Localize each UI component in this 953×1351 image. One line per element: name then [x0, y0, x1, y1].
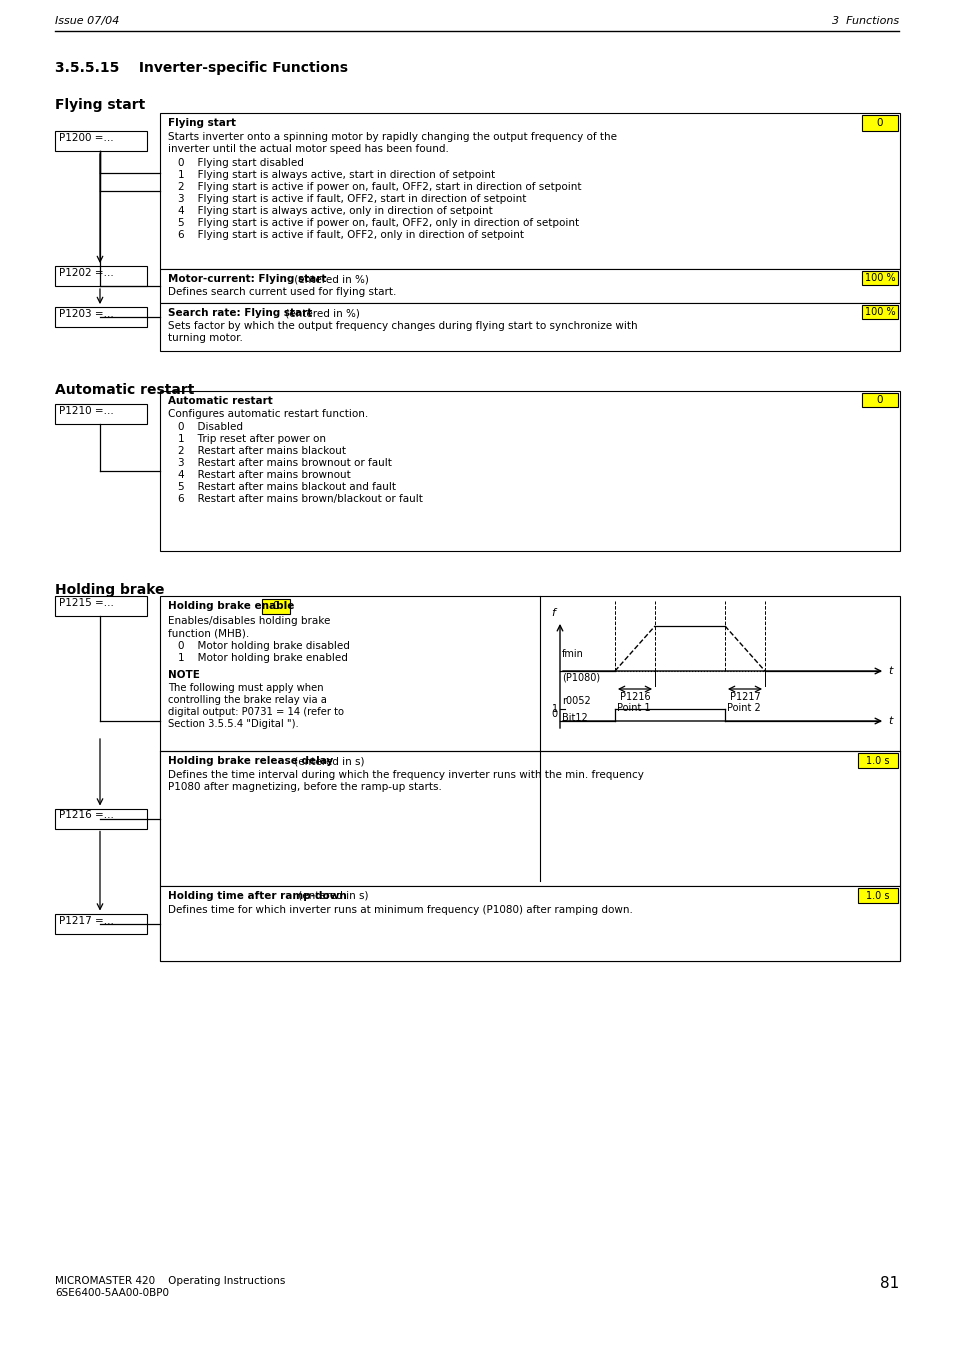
- Text: P1200 =...: P1200 =...: [59, 132, 113, 143]
- Text: Bit12: Bit12: [561, 713, 587, 723]
- Text: Flying start: Flying start: [55, 99, 145, 112]
- Text: 2    Flying start is active if power on, fault, OFF2, start in direction of setp: 2 Flying start is active if power on, fa…: [178, 182, 581, 192]
- Bar: [862, 393, 897, 407]
- Bar: [262, 598, 290, 613]
- Text: 0: 0: [273, 601, 279, 611]
- Text: 1    Flying start is always active, start in direction of setpoint: 1 Flying start is always active, start i…: [178, 170, 495, 180]
- Bar: [862, 115, 897, 131]
- Text: f: f: [551, 608, 555, 617]
- Text: P1202 =...: P1202 =...: [59, 267, 113, 278]
- Bar: [55, 307, 147, 327]
- Text: P1203 =...: P1203 =...: [59, 309, 113, 319]
- Text: Automatic restart: Automatic restart: [168, 396, 273, 407]
- Text: Holding time after ramp-down: Holding time after ramp-down: [168, 892, 346, 901]
- Bar: [55, 404, 147, 424]
- Text: (entered in %): (entered in %): [281, 308, 359, 317]
- Text: t: t: [887, 666, 891, 676]
- Bar: [857, 888, 897, 902]
- Text: Holding brake: Holding brake: [55, 584, 164, 597]
- Text: NOTE: NOTE: [168, 670, 200, 680]
- Bar: [160, 269, 899, 303]
- Text: Automatic restart: Automatic restart: [55, 382, 194, 397]
- Text: Configures automatic restart function.: Configures automatic restart function.: [168, 409, 368, 419]
- Bar: [55, 913, 147, 934]
- Bar: [160, 113, 899, 269]
- Text: 0    Disabled: 0 Disabled: [178, 422, 243, 432]
- Text: 1: 1: [551, 704, 558, 713]
- Bar: [55, 808, 147, 828]
- Text: Enables/disables holding brake: Enables/disables holding brake: [168, 616, 330, 626]
- Text: t: t: [887, 716, 891, 725]
- Text: 0    Motor holding brake disabled: 0 Motor holding brake disabled: [178, 640, 350, 651]
- Text: 3  Functions: 3 Functions: [831, 16, 898, 26]
- Text: P1216 =...: P1216 =...: [59, 811, 113, 820]
- Text: r0052: r0052: [561, 696, 590, 707]
- Text: 0: 0: [876, 118, 882, 128]
- Text: Sets factor by which the output frequency changes during flying start to synchro: Sets factor by which the output frequenc…: [168, 322, 637, 331]
- Bar: [160, 751, 899, 886]
- Text: 3    Restart after mains brownout or fault: 3 Restart after mains brownout or fault: [178, 458, 392, 467]
- Bar: [55, 266, 147, 286]
- Text: 100 %: 100 %: [863, 307, 894, 317]
- Text: Defines the time interval during which the frequency inverter runs with the min.: Defines the time interval during which t…: [168, 770, 643, 780]
- Text: (entered in s): (entered in s): [291, 757, 364, 766]
- Text: digital output: P0731 = 14 (refer to: digital output: P0731 = 14 (refer to: [168, 707, 344, 717]
- Text: Holding brake release delay: Holding brake release delay: [168, 757, 333, 766]
- Text: P1217 =...: P1217 =...: [59, 916, 113, 925]
- Text: P1080 after magnetizing, before the ramp-up starts.: P1080 after magnetizing, before the ramp…: [168, 782, 441, 792]
- Text: P1216: P1216: [619, 692, 650, 703]
- Text: (P1080): (P1080): [561, 671, 599, 682]
- Text: Defines time for which inverter runs at minimum frequency (P1080) after ramping : Defines time for which inverter runs at …: [168, 905, 632, 915]
- Bar: [862, 272, 897, 285]
- Text: The following must apply when: The following must apply when: [168, 684, 323, 693]
- Text: Motor-current: Flying start: Motor-current: Flying start: [168, 274, 326, 284]
- Text: 1    Motor holding brake enabled: 1 Motor holding brake enabled: [178, 653, 348, 663]
- Bar: [160, 303, 899, 351]
- Text: 5    Flying start is active if power on, fault, OFF2, only in direction of setpo: 5 Flying start is active if power on, fa…: [178, 218, 578, 228]
- Text: Point 1: Point 1: [617, 703, 650, 713]
- Text: (entered in %): (entered in %): [291, 274, 369, 284]
- Text: controlling the brake relay via a: controlling the brake relay via a: [168, 694, 327, 705]
- Bar: [55, 596, 147, 616]
- Text: P1215 =...: P1215 =...: [59, 598, 113, 608]
- Text: 1.0 s: 1.0 s: [865, 757, 889, 766]
- Bar: [857, 753, 897, 767]
- Text: function (MHB).: function (MHB).: [168, 628, 249, 638]
- Text: P1210 =...: P1210 =...: [59, 407, 113, 416]
- Text: 1    Trip reset after power on: 1 Trip reset after power on: [178, 434, 326, 444]
- Text: Defines search current used for flying start.: Defines search current used for flying s…: [168, 286, 395, 297]
- Text: Starts inverter onto a spinning motor by rapidly changing the output frequency o: Starts inverter onto a spinning motor by…: [168, 132, 617, 142]
- Bar: [862, 305, 897, 319]
- Text: 4    Restart after mains brownout: 4 Restart after mains brownout: [178, 470, 351, 480]
- Text: 6    Restart after mains brown/blackout or fault: 6 Restart after mains brown/blackout or …: [178, 494, 422, 504]
- Text: turning motor.: turning motor.: [168, 332, 243, 343]
- Text: 100 %: 100 %: [863, 273, 894, 282]
- Text: Issue 07/04: Issue 07/04: [55, 16, 119, 26]
- Bar: [160, 596, 899, 961]
- Bar: [160, 886, 899, 961]
- Text: 81: 81: [879, 1275, 898, 1292]
- Bar: [55, 131, 147, 151]
- Text: 6    Flying start is active if fault, OFF2, only in direction of setpoint: 6 Flying start is active if fault, OFF2,…: [178, 230, 523, 240]
- Bar: [160, 390, 899, 551]
- Text: 0: 0: [876, 394, 882, 405]
- Text: Search rate: Flying start: Search rate: Flying start: [168, 308, 312, 317]
- Text: 1.0 s: 1.0 s: [865, 892, 889, 901]
- Text: Flying start: Flying start: [168, 118, 235, 128]
- Text: fmin: fmin: [561, 648, 583, 659]
- Text: 2    Restart after mains blackout: 2 Restart after mains blackout: [178, 446, 346, 457]
- Text: 4    Flying start is always active, only in direction of setpoint: 4 Flying start is always active, only in…: [178, 205, 493, 216]
- Text: MICROMASTER 420    Operating Instructions
6SE6400-5AA00-0BP0: MICROMASTER 420 Operating Instructions 6…: [55, 1275, 285, 1297]
- Text: inverter until the actual motor speed has been found.: inverter until the actual motor speed ha…: [168, 145, 449, 154]
- Text: 3    Flying start is active if fault, OFF2, start in direction of setpoint: 3 Flying start is active if fault, OFF2,…: [178, 195, 526, 204]
- Text: P1217: P1217: [729, 692, 760, 703]
- Text: Point 2: Point 2: [726, 703, 760, 713]
- Text: 0    Flying start disabled: 0 Flying start disabled: [178, 158, 304, 168]
- Text: Holding brake enable: Holding brake enable: [168, 601, 294, 611]
- Text: 5    Restart after mains blackout and fault: 5 Restart after mains blackout and fault: [178, 482, 395, 492]
- Text: 3.5.5.15    Inverter-specific Functions: 3.5.5.15 Inverter-specific Functions: [55, 61, 348, 76]
- Text: (entered in s): (entered in s): [295, 892, 369, 901]
- Text: 0: 0: [551, 709, 558, 719]
- Text: Section 3.5.5.4 "Digital ").: Section 3.5.5.4 "Digital ").: [168, 719, 298, 730]
